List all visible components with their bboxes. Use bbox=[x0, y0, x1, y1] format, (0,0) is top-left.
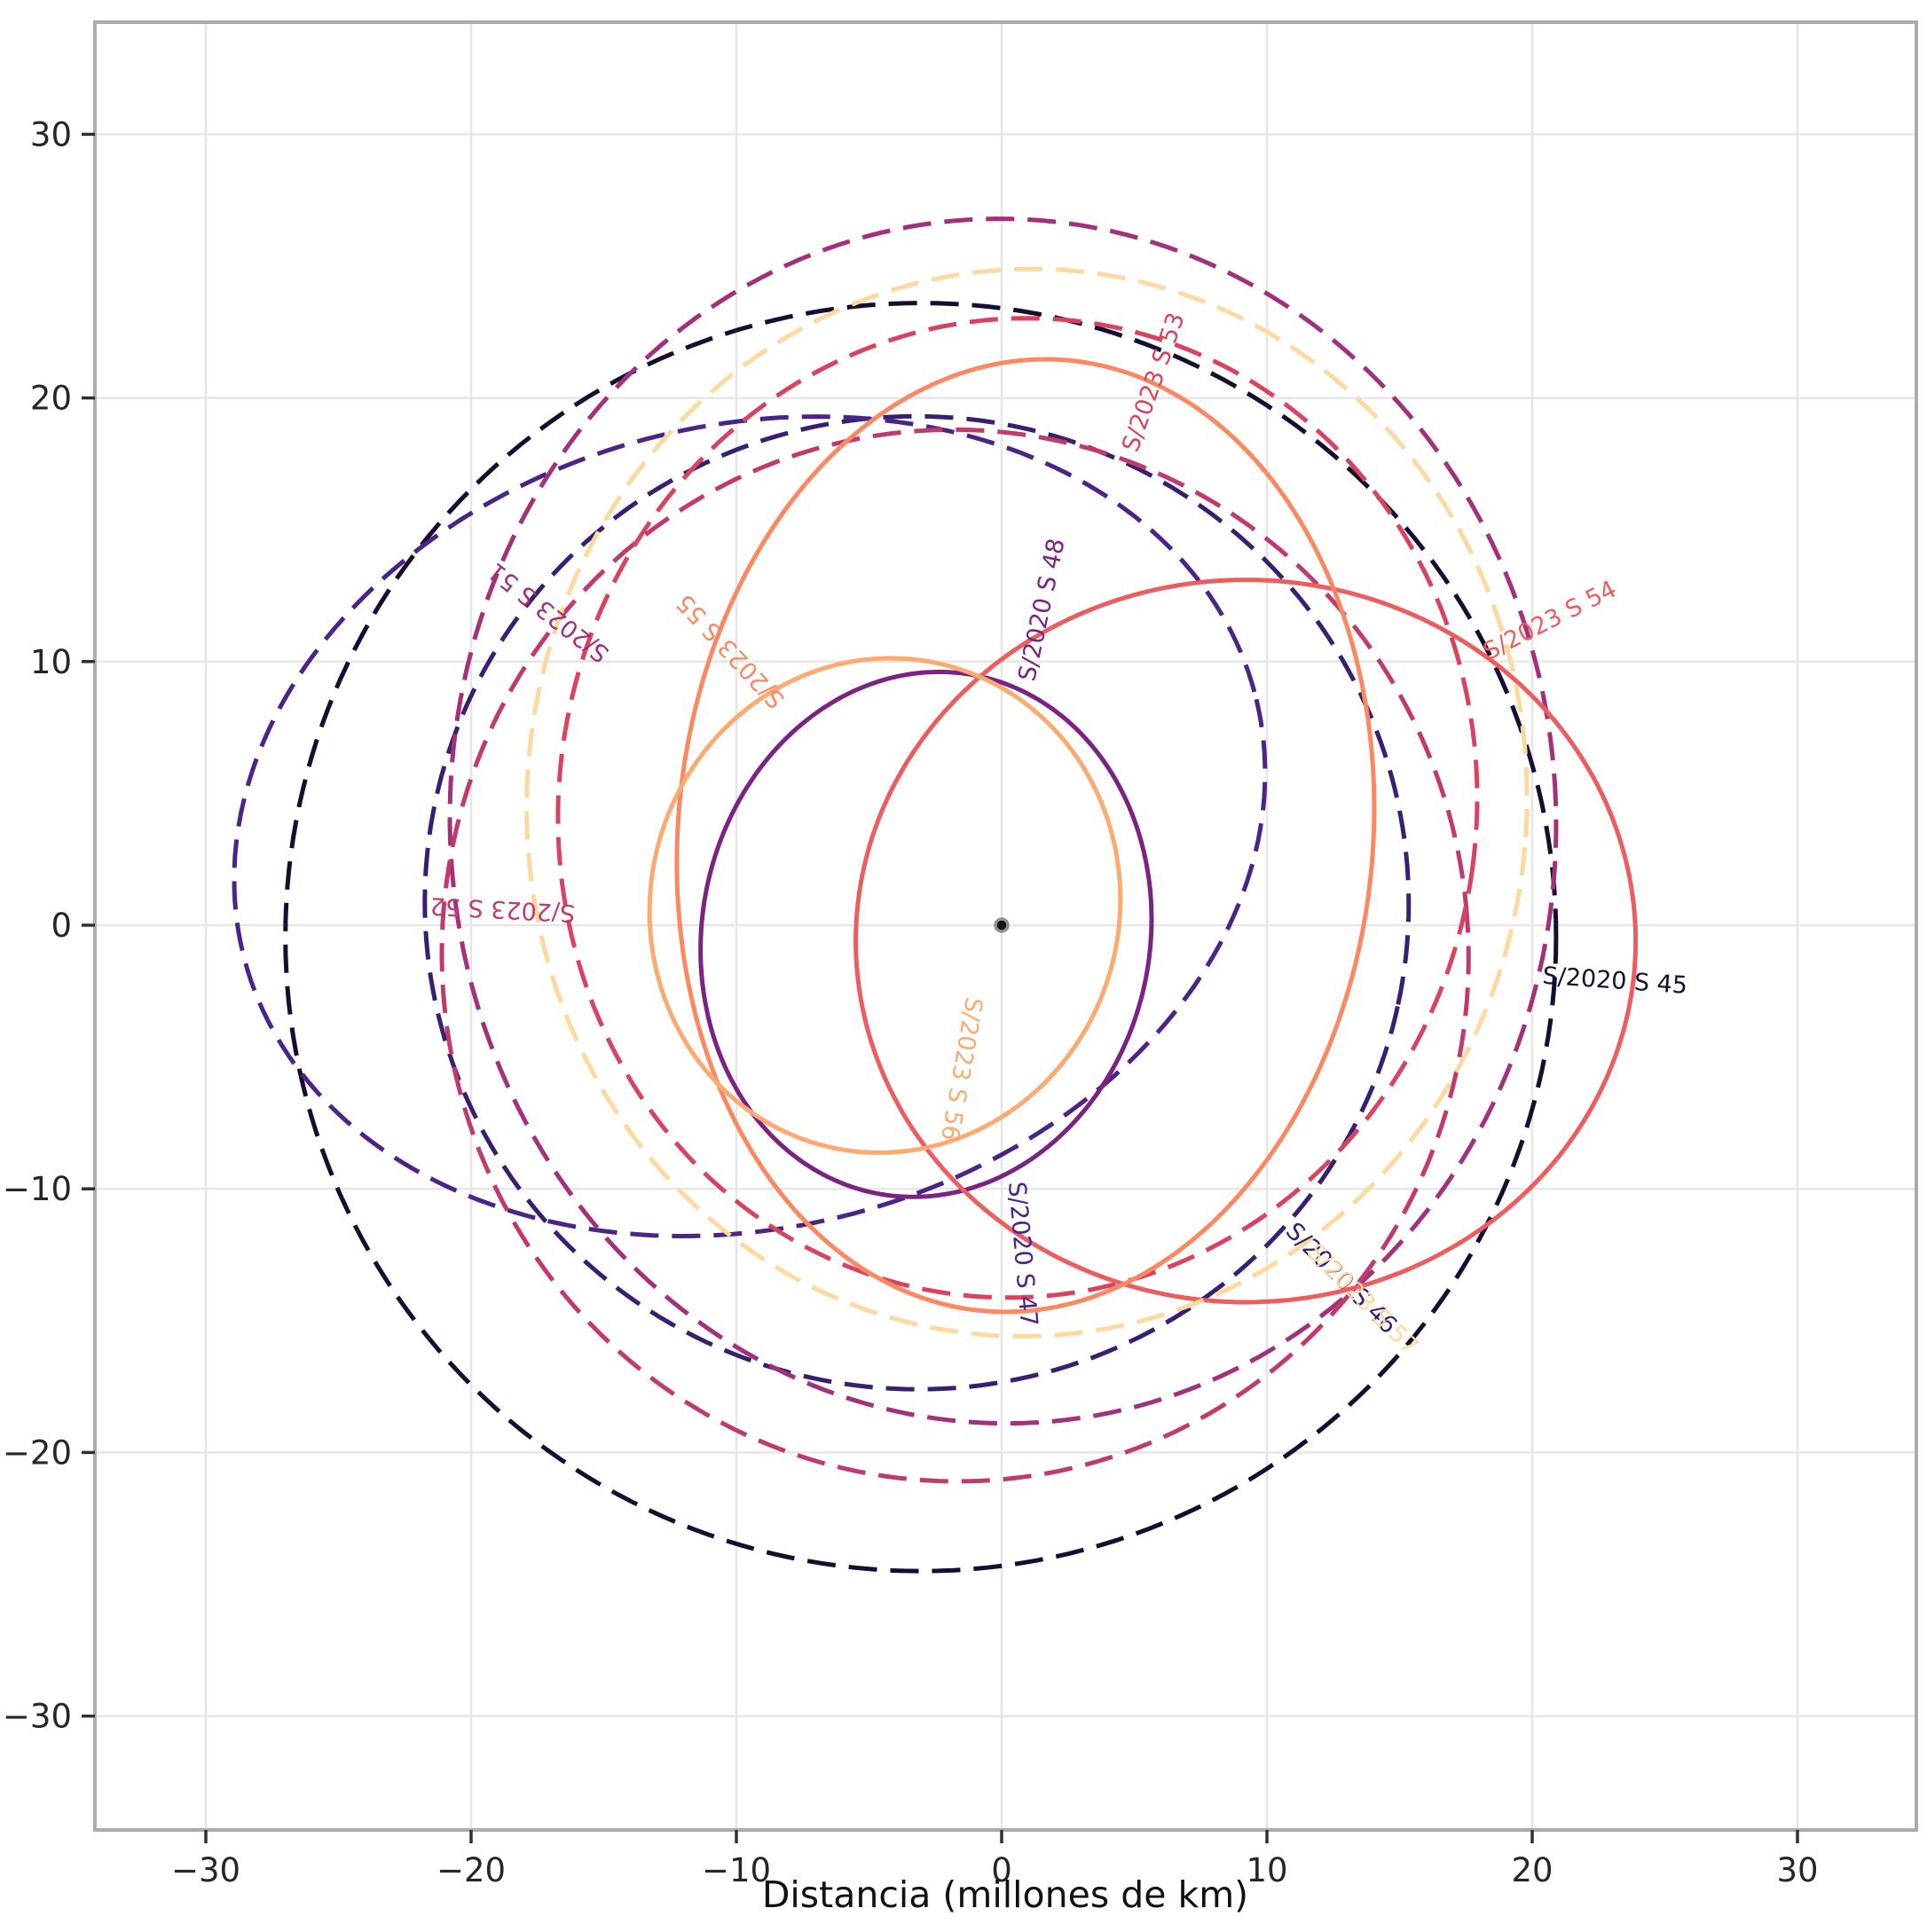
orbit-layer bbox=[232, 216, 1639, 1574]
x-tick-label: 20 bbox=[1511, 1851, 1553, 1889]
x-tick-label: 0 bbox=[991, 1851, 1012, 1889]
orbit-path-s57 bbox=[524, 266, 1530, 1339]
y-tick-label: 0 bbox=[51, 907, 72, 945]
orbit-path-s51 bbox=[447, 216, 1559, 1426]
tick-layer: −30 −20 −10 0 10 20 30 30 20 10 0 −10 −20 −30 bbox=[3, 115, 1819, 1889]
orbit-path-s46 bbox=[422, 413, 1412, 1392]
y-tick-label: −20 bbox=[3, 1433, 72, 1472]
orbit-label-s52: S/2023 S 52 bbox=[429, 891, 576, 927]
x-tick-label: −30 bbox=[171, 1851, 240, 1889]
y-tick-label: 10 bbox=[30, 643, 72, 681]
x-tick-label: 30 bbox=[1776, 1851, 1818, 1889]
x-axis-title: Distancia (millones de km) bbox=[762, 1873, 1248, 1916]
orbit-path-s54 bbox=[853, 577, 1639, 1305]
x-tick-label: −20 bbox=[437, 1851, 506, 1889]
orbit-path-s53 bbox=[555, 316, 1480, 1300]
orbit-path-s47 bbox=[232, 414, 1268, 1239]
orbit-label-s45: S/2020 S 45 bbox=[1542, 962, 1688, 1000]
orbit-label-s53: S/2023 S 53 bbox=[1117, 310, 1191, 456]
y-tick-label: −10 bbox=[3, 1170, 72, 1208]
orbit-label-s56: S/2023 S 56 bbox=[935, 995, 987, 1143]
x-tick-label: −10 bbox=[702, 1851, 771, 1889]
y-tick-label: 30 bbox=[30, 115, 72, 153]
orbit-label-s47: S/2020 S 47 bbox=[1003, 1181, 1042, 1328]
orbit-path-s48 bbox=[698, 670, 1154, 1199]
saturn-marker bbox=[994, 917, 1010, 933]
orbit-path-s45 bbox=[283, 301, 1559, 1574]
orbit-path-s52 bbox=[439, 427, 1471, 1484]
y-tick-label: −30 bbox=[3, 1698, 72, 1736]
grid-layer bbox=[95, 22, 1916, 1830]
x-tick-label: 10 bbox=[1246, 1851, 1287, 1889]
y-tick-label: 20 bbox=[30, 380, 72, 418]
orbit-label-s57: S/2023 S 57 bbox=[1302, 1238, 1424, 1361]
orbit-path-s56 bbox=[647, 656, 1123, 1155]
marker-layer bbox=[994, 917, 1010, 933]
orbit-path-s55 bbox=[674, 357, 1377, 1315]
